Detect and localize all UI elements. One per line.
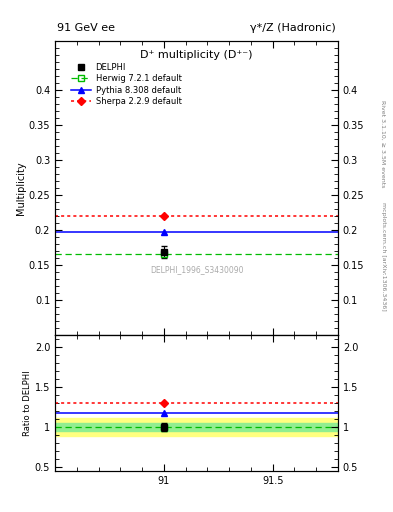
- Bar: [55, 422, 338, 431]
- Text: mcplots.cern.ch [arXiv:1306.3436]: mcplots.cern.ch [arXiv:1306.3436]: [381, 202, 386, 310]
- Text: 91 GeV ee: 91 GeV ee: [57, 23, 115, 33]
- Text: Rivet 3.1.10, ≥ 3.5M events: Rivet 3.1.10, ≥ 3.5M events: [381, 100, 386, 187]
- Bar: [55, 418, 338, 436]
- Text: D⁺ multiplicity (D⁺⁻): D⁺ multiplicity (D⁺⁻): [140, 50, 253, 60]
- Text: γ*/Z (Hadronic): γ*/Z (Hadronic): [250, 23, 336, 33]
- Y-axis label: Ratio to DELPHI: Ratio to DELPHI: [23, 370, 32, 436]
- Legend: DELPHI, Herwig 7.2.1 default, Pythia 8.308 default, Sherpa 2.2.9 default: DELPHI, Herwig 7.2.1 default, Pythia 8.3…: [70, 63, 182, 106]
- Y-axis label: Multiplicity: Multiplicity: [16, 161, 26, 215]
- Text: DELPHI_1996_S3430090: DELPHI_1996_S3430090: [150, 266, 243, 274]
